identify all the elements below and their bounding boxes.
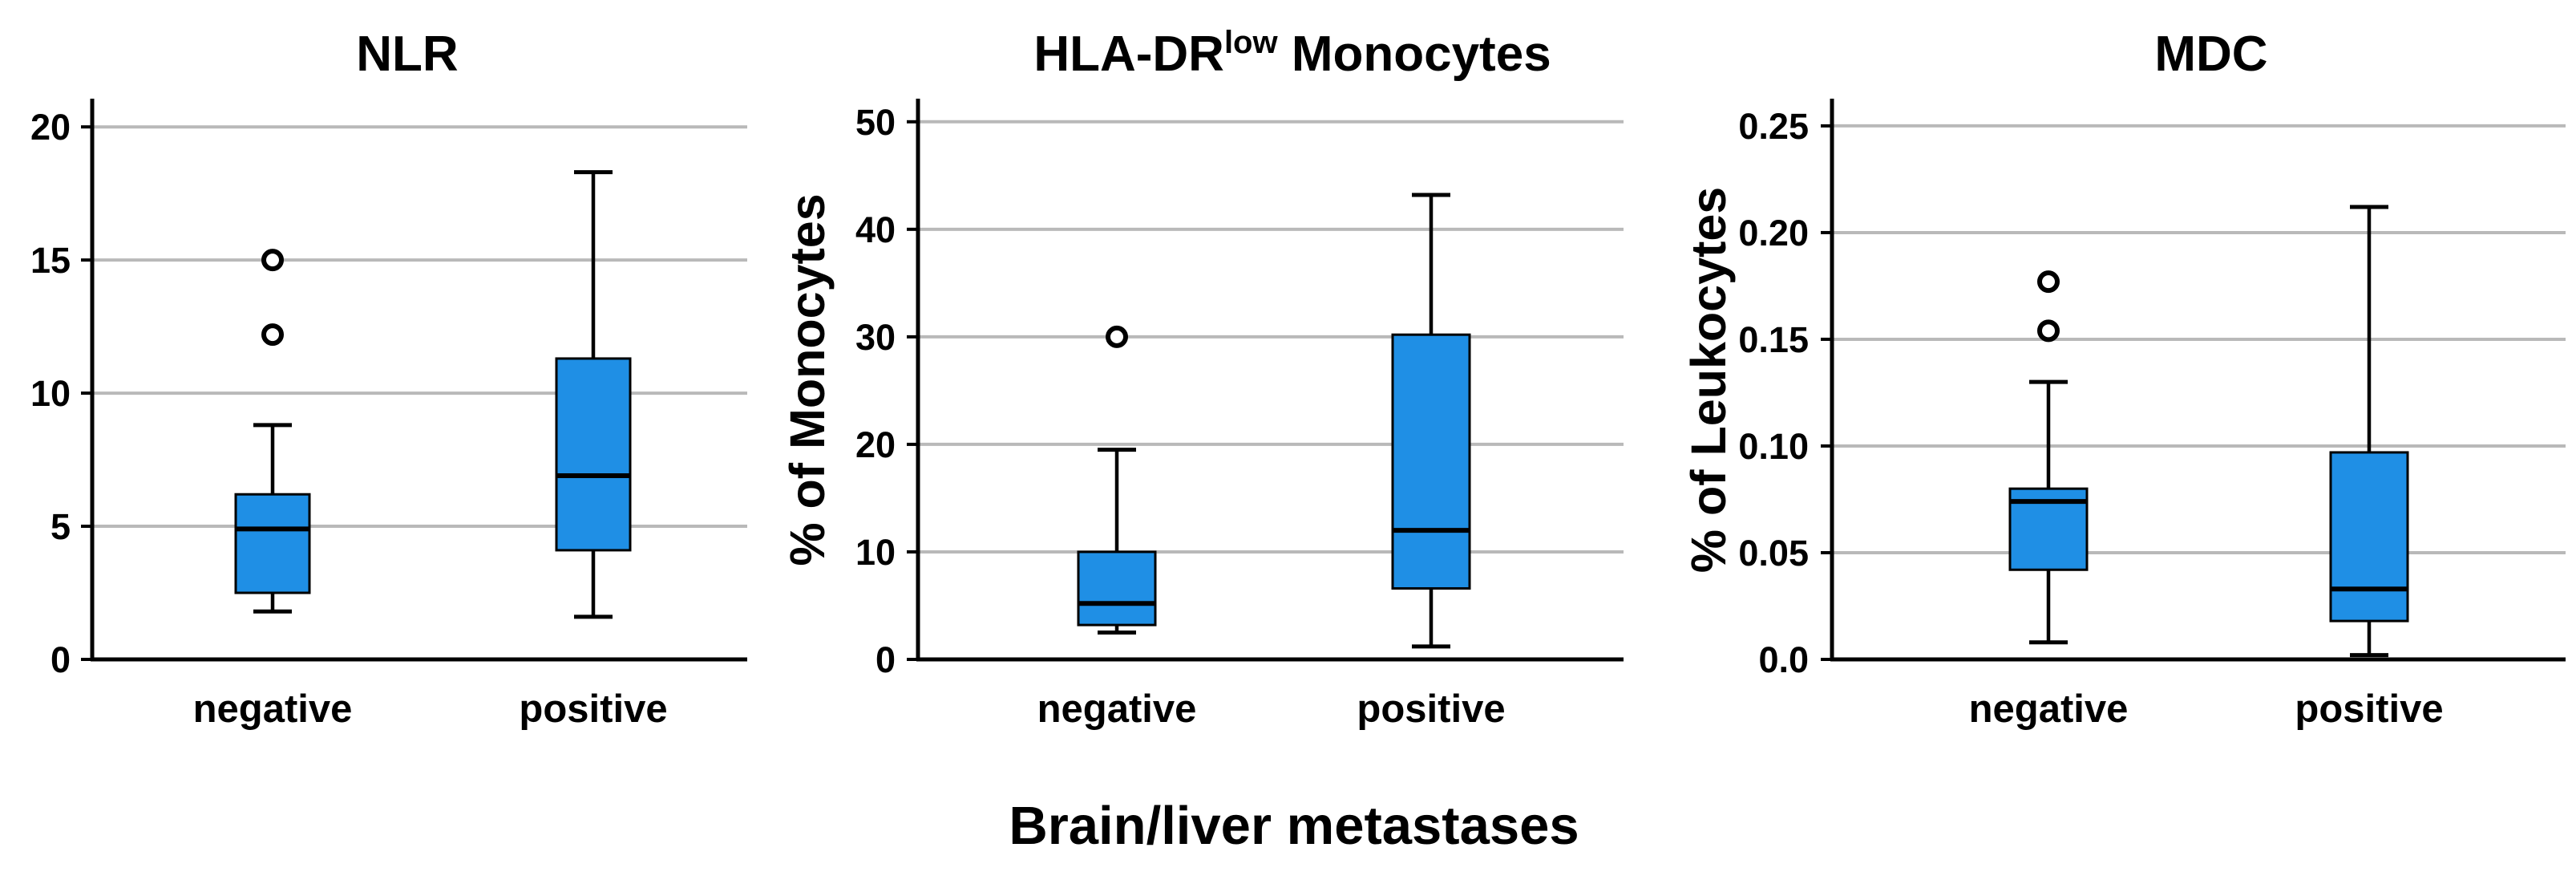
x-category-label: negative <box>1037 687 1197 731</box>
y-tick-label: 50 <box>855 102 896 143</box>
box-negative <box>1077 550 1157 627</box>
box-positive <box>2329 451 2409 622</box>
x-category-label: negative <box>193 687 353 731</box>
y-tick-label: 10 <box>30 373 71 414</box>
shared-xlabel: Brain/liver metastases <box>1009 796 1579 856</box>
outlier-point <box>261 323 284 347</box>
y-tick-label: 5 <box>51 506 71 547</box>
y-tick-label: 20 <box>30 107 71 148</box>
box-negative <box>234 493 311 594</box>
panel-title-superscript: low <box>1224 25 1279 60</box>
outlier-point <box>1106 325 1128 348</box>
y-tick-label: 10 <box>855 532 896 573</box>
y-tick-label: 30 <box>855 317 896 358</box>
outlier-point <box>2037 319 2060 343</box>
panel-title: HLA-DRlow Monocytes <box>1033 25 1551 82</box>
y-tick-label: 0.10 <box>1738 426 1809 467</box>
x-category-label: positive <box>519 687 667 731</box>
y-tick-label: 0.20 <box>1738 213 1809 253</box>
y-tick-label: 0.0 <box>1758 639 1809 680</box>
y-axis-label: % of Monocytes <box>780 193 835 566</box>
box-positive <box>1391 333 1471 590</box>
box-positive <box>555 357 632 552</box>
y-tick-label: 20 <box>855 424 896 465</box>
y-tick-label: 40 <box>855 209 896 250</box>
panel-title: MDC <box>2154 26 2267 82</box>
x-category-label: negative <box>1969 687 2129 731</box>
panel-title: NLR <box>356 26 458 82</box>
panel-title-main: HLA-DR <box>1033 26 1224 82</box>
y-axis-label: % of Leukocytes <box>1681 187 1736 573</box>
y-tick-label: 0.05 <box>1738 533 1809 574</box>
x-category-label: positive <box>2295 687 2443 731</box>
outlier-point <box>2037 270 2060 294</box>
y-tick-label: 0.15 <box>1738 319 1809 360</box>
y-tick-label: 0.25 <box>1738 106 1809 147</box>
panel-title-main: MDC <box>2154 26 2267 82</box>
y-tick-label: 15 <box>30 240 71 281</box>
panel-title-suffix: Monocytes <box>1278 26 1551 82</box>
outlier-point <box>261 249 284 272</box>
panel-title-main: NLR <box>356 26 458 82</box>
y-tick-label: 0 <box>51 639 71 680</box>
x-category-label: positive <box>1357 687 1505 731</box>
y-tick-label: 0 <box>876 639 896 680</box>
